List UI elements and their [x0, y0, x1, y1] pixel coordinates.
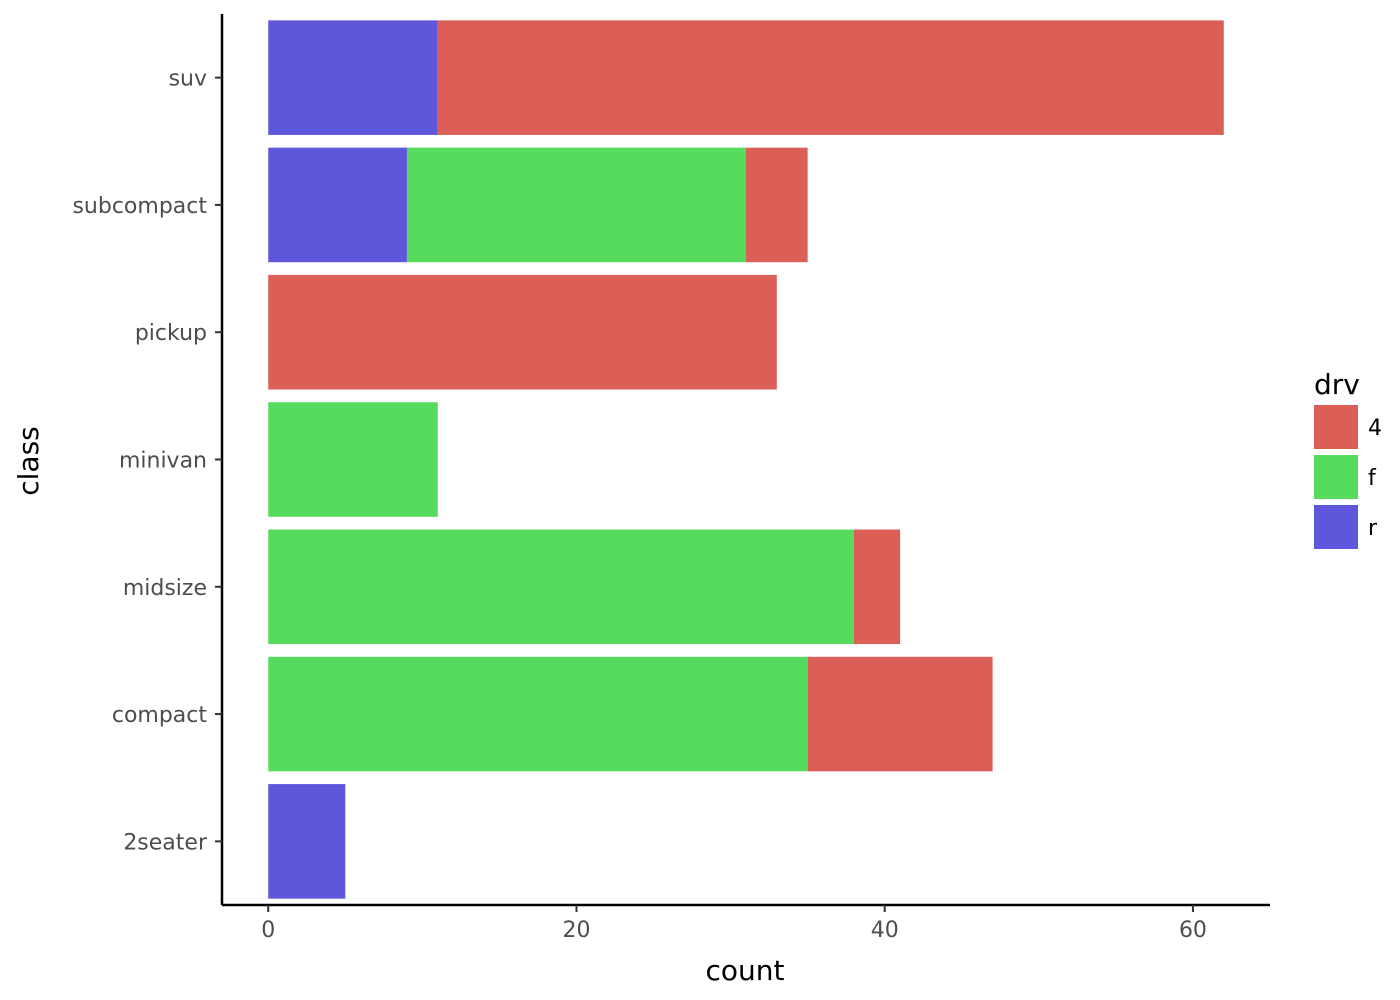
bars-group [268, 20, 1224, 899]
legend-label-4: 4 [1368, 416, 1382, 441]
y-tick-label-subcompact: subcompact [72, 194, 207, 219]
bar-subcompact-r [268, 147, 407, 263]
bar-suv-4 [437, 20, 1224, 135]
bar-midsize-4 [853, 529, 901, 645]
bar-pickup-4 [268, 274, 777, 390]
bar-subcompact-f [406, 147, 746, 263]
bar-suv-r [268, 20, 438, 135]
bar-compact-4 [807, 656, 993, 772]
y-axis-title: class [12, 426, 45, 496]
bar-2seater-r [268, 784, 346, 899]
x-axis-title: count [706, 954, 785, 987]
y-tick-label-suv: suv [169, 67, 207, 92]
legend-key-f [1314, 455, 1358, 499]
y-tick-label-midsize: midsize [123, 576, 207, 601]
y-tick-label-minivan: minivan [119, 449, 207, 474]
legend: drv 4 fr [1314, 368, 1382, 549]
y-tick-label-pickup: pickup [135, 321, 207, 346]
y-tick-label-compact: compact [112, 703, 208, 728]
bar-midsize-f [268, 529, 854, 645]
legend-label-r: r [1368, 516, 1378, 541]
legend-key-r [1314, 505, 1358, 549]
bar-subcompact-4 [746, 147, 808, 263]
axes-group: 2seater compact midsize minivan pickup subcom… [72, 14, 1270, 943]
legend-label-f: f [1368, 466, 1377, 491]
x-tick-label-60: 60 [1179, 918, 1207, 943]
bar-minivan-f [268, 402, 438, 517]
bar-compact-f [268, 656, 808, 772]
x-tick-label-20: 20 [562, 918, 590, 943]
legend-key-4 [1314, 405, 1358, 449]
legend-title: drv [1314, 368, 1360, 401]
y-tick-label-2seater: 2seater [123, 830, 208, 855]
x-tick-label-0: 0 [261, 918, 275, 943]
x-tick-label-40: 40 [871, 918, 899, 943]
